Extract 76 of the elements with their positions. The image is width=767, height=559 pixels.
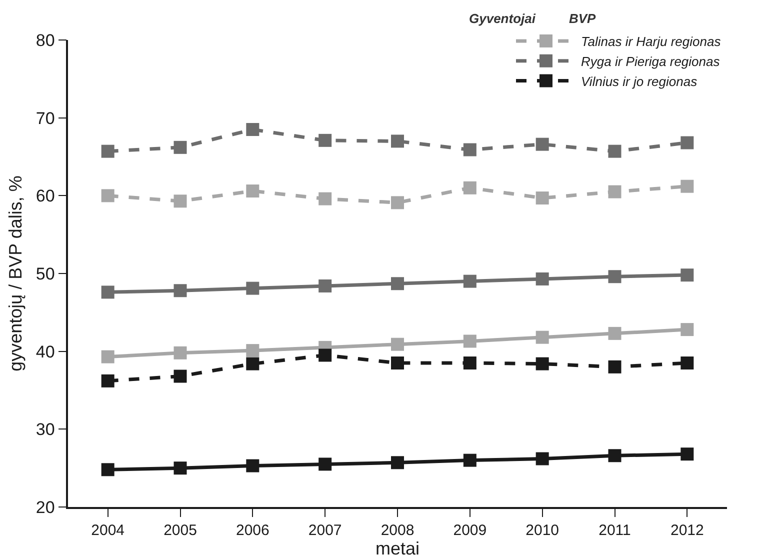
point <box>318 458 332 471</box>
point <box>536 272 549 286</box>
point <box>680 323 694 336</box>
point <box>536 192 549 204</box>
point <box>608 326 622 340</box>
point <box>246 123 260 136</box>
legend-label: Vilnius ir jo regionas <box>581 74 698 89</box>
point <box>680 136 694 150</box>
point <box>174 284 187 298</box>
x-tick-label: 2011 <box>598 522 631 539</box>
y-tick-label: 40 <box>36 342 55 362</box>
text: BVP <box>569 11 596 26</box>
point <box>318 348 332 362</box>
point <box>536 452 549 466</box>
y-tick-label: 80 <box>36 30 55 50</box>
point <box>174 194 187 208</box>
x-tick-label: 2006 <box>236 522 270 539</box>
y-tick-label: 60 <box>36 186 55 206</box>
x-tick-label: 2010 <box>526 522 560 539</box>
point <box>680 356 694 370</box>
point <box>608 144 622 158</box>
point <box>246 282 260 295</box>
point <box>391 456 404 470</box>
point <box>608 449 622 462</box>
point <box>101 144 114 158</box>
point <box>391 134 404 148</box>
point <box>680 448 694 461</box>
x-tick-label: 2007 <box>308 522 342 539</box>
point <box>536 138 549 151</box>
x-tick-label: 2012 <box>670 522 704 539</box>
point <box>680 180 694 193</box>
y-tick-label: 20 <box>36 498 55 517</box>
point <box>391 338 404 351</box>
point <box>174 462 187 475</box>
point <box>463 181 476 194</box>
legend-label: Ryga ir Pieriga regionas <box>581 54 720 69</box>
point <box>246 344 260 358</box>
point <box>174 370 187 383</box>
point <box>463 274 476 288</box>
point <box>536 330 549 344</box>
x-tick-label: 2005 <box>164 522 197 539</box>
point <box>608 185 622 198</box>
x-tick-label: 2004 <box>91 522 125 539</box>
x-tick-label: 2008 <box>380 522 414 539</box>
point <box>318 192 332 206</box>
point <box>391 356 404 370</box>
point <box>680 268 694 282</box>
point <box>174 346 187 360</box>
x-axis-title: metai <box>375 538 420 559</box>
legend-label: Talinas ir Harju regionas <box>581 34 722 50</box>
point <box>101 374 114 388</box>
point <box>101 189 114 202</box>
text: Gyventojai <box>469 11 536 26</box>
point <box>318 279 332 292</box>
point <box>246 357 260 370</box>
point <box>463 356 476 370</box>
point <box>391 196 404 210</box>
y-axis-title: gyventojų / BVP dalis, % <box>6 176 26 372</box>
point <box>246 184 260 198</box>
point <box>463 334 476 348</box>
point <box>391 277 404 290</box>
point <box>101 463 114 476</box>
y-tick-label: 70 <box>36 108 55 128</box>
point <box>536 357 549 370</box>
point <box>463 143 476 156</box>
x-tick-label: 2009 <box>453 522 487 539</box>
point <box>608 360 622 374</box>
point <box>101 286 114 299</box>
point <box>174 140 187 154</box>
point <box>608 270 622 284</box>
point <box>463 454 476 467</box>
y-tick-label: 50 <box>36 264 55 284</box>
point <box>246 459 260 472</box>
point <box>101 350 114 364</box>
y-tick-label: 30 <box>36 420 55 440</box>
point <box>318 134 332 147</box>
